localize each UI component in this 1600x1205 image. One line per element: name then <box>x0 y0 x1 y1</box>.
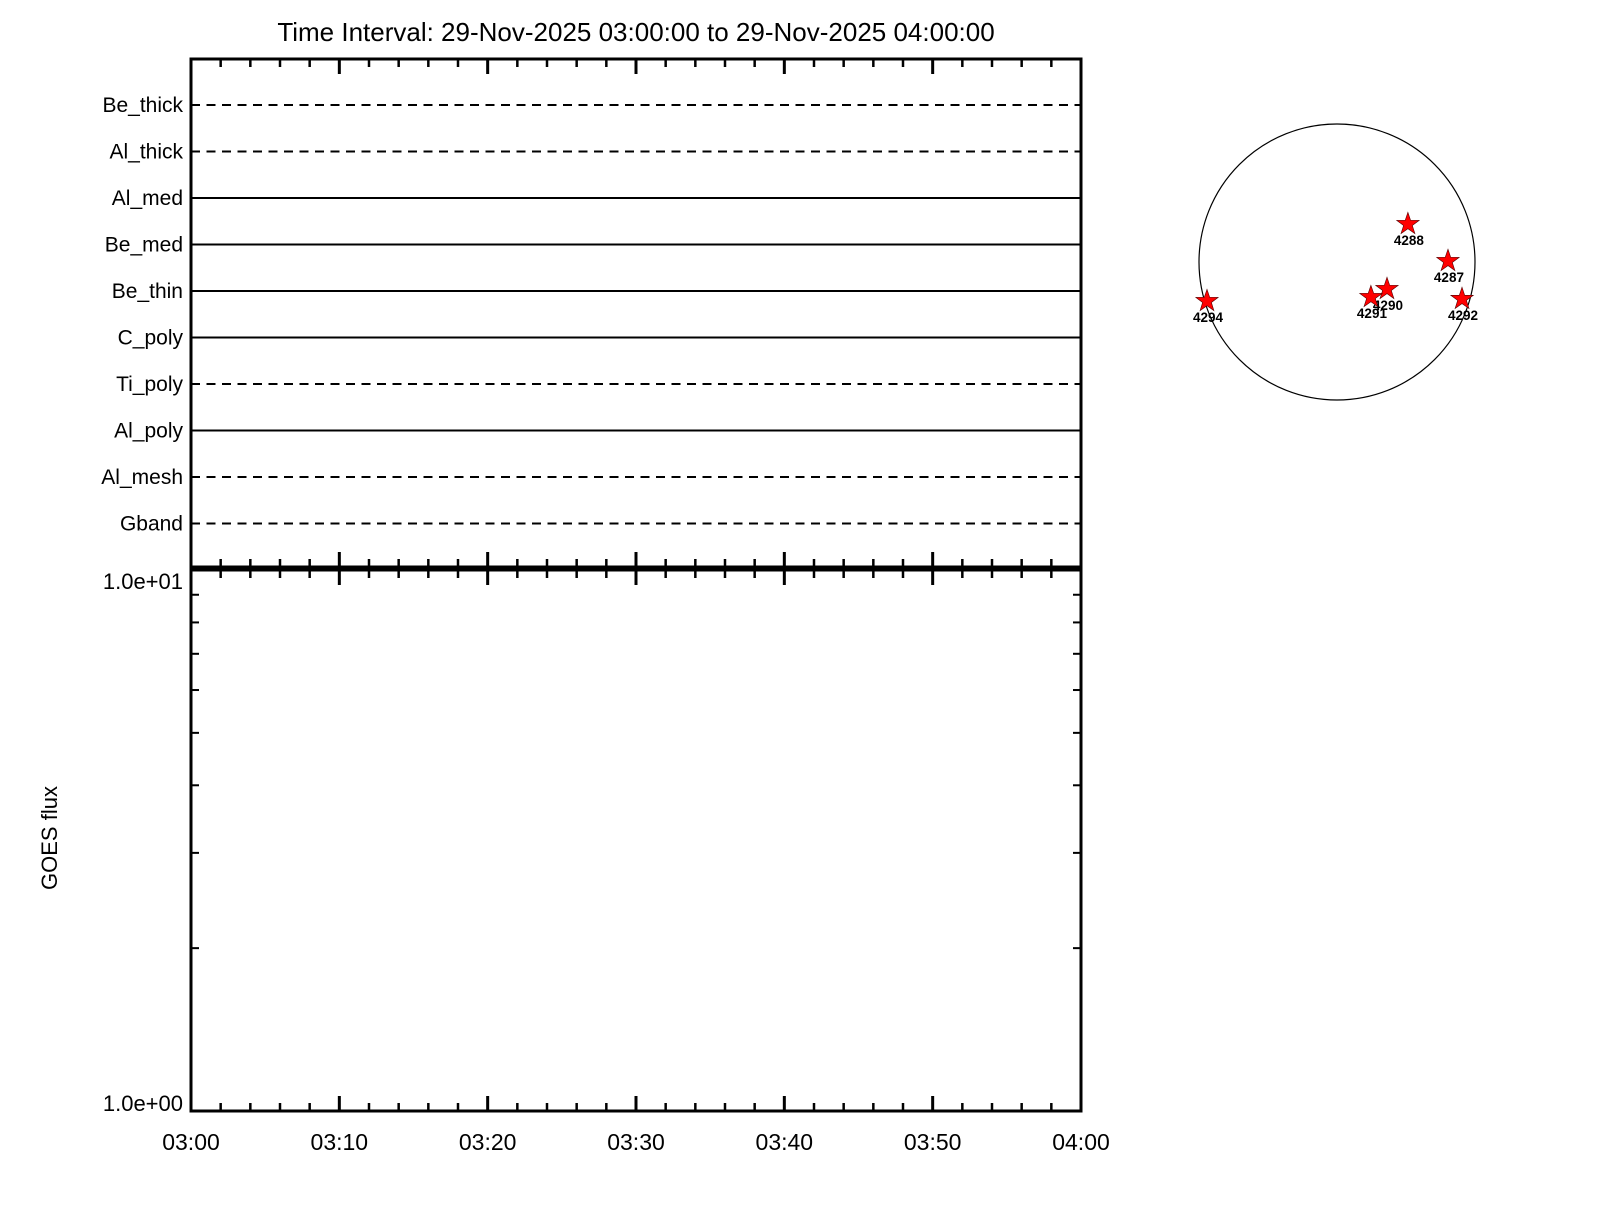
time-tick-label-03:10: 03:10 <box>311 1129 369 1155</box>
time-tick-label-03:00: 03:00 <box>162 1129 220 1155</box>
time-tick-label-03:40: 03:40 <box>756 1129 814 1155</box>
filter-label-C_poly: C_poly <box>118 327 184 350</box>
active-region-label-4291: 4291 <box>1357 306 1388 321</box>
filter-label-Al_poly: Al_poly <box>114 420 183 443</box>
time-tick-label-04:00: 04:00 <box>1052 1129 1110 1155</box>
solar-disk-limb <box>1198 123 1476 401</box>
filter-label-Be_thin: Be_thin <box>112 280 183 303</box>
goes-panel-top-ticks <box>189 570 1083 585</box>
time-tick-label-03:30: 03:30 <box>607 1129 665 1155</box>
filter-timeline-frame <box>189 57 1083 569</box>
filter-panel-bottom-ticks <box>189 552 1083 567</box>
active-region-label-4288: 4288 <box>1394 233 1425 248</box>
active-region-star-4287 <box>1435 248 1461 272</box>
flux-tick-label-1.0e+00: 1.0e+00 <box>103 1091 183 1116</box>
filter-panel-top-ticks <box>189 59 1083 74</box>
active-region-label-4287: 4287 <box>1434 270 1464 285</box>
filter-label-Gband: Gband <box>120 513 183 536</box>
goes-flux-frame <box>189 568 1083 1113</box>
filter-label-Be_thick: Be_thick <box>102 94 183 117</box>
filter-label-Al_mesh: Al_mesh <box>101 466 183 489</box>
active-region-star-4288 <box>1395 211 1421 235</box>
flux-tick-label-1.0e+01: 1.0e+01 <box>103 569 183 594</box>
filter-label-Be_med: Be_med <box>105 234 183 257</box>
filter-label-Al_med: Al_med <box>112 187 183 210</box>
filter-label-Ti_poly: Ti_poly <box>116 373 183 396</box>
active-region-label-4294: 4294 <box>1193 310 1224 325</box>
active-region-star-4292 <box>1449 286 1475 310</box>
goes-flux-axis-title: GOES flux <box>37 786 62 890</box>
active-region-label-4290: 4290 <box>1373 298 1403 313</box>
active-region-star-4294 <box>1194 288 1220 312</box>
time-tick-label-03:20: 03:20 <box>459 1129 517 1155</box>
time-interval-title: Time Interval: 29-Nov-2025 03:00:00 to 2… <box>277 17 995 47</box>
filter-label-Al_thick: Al_thick <box>109 141 183 164</box>
goes-panel-bottom-ticks <box>189 1096 1083 1111</box>
active-region-star-4290 <box>1374 276 1400 300</box>
active-region-label-4292: 4292 <box>1448 308 1478 323</box>
time-tick-label-03:50: 03:50 <box>904 1129 962 1155</box>
active-region-star-4291 <box>1358 284 1384 308</box>
